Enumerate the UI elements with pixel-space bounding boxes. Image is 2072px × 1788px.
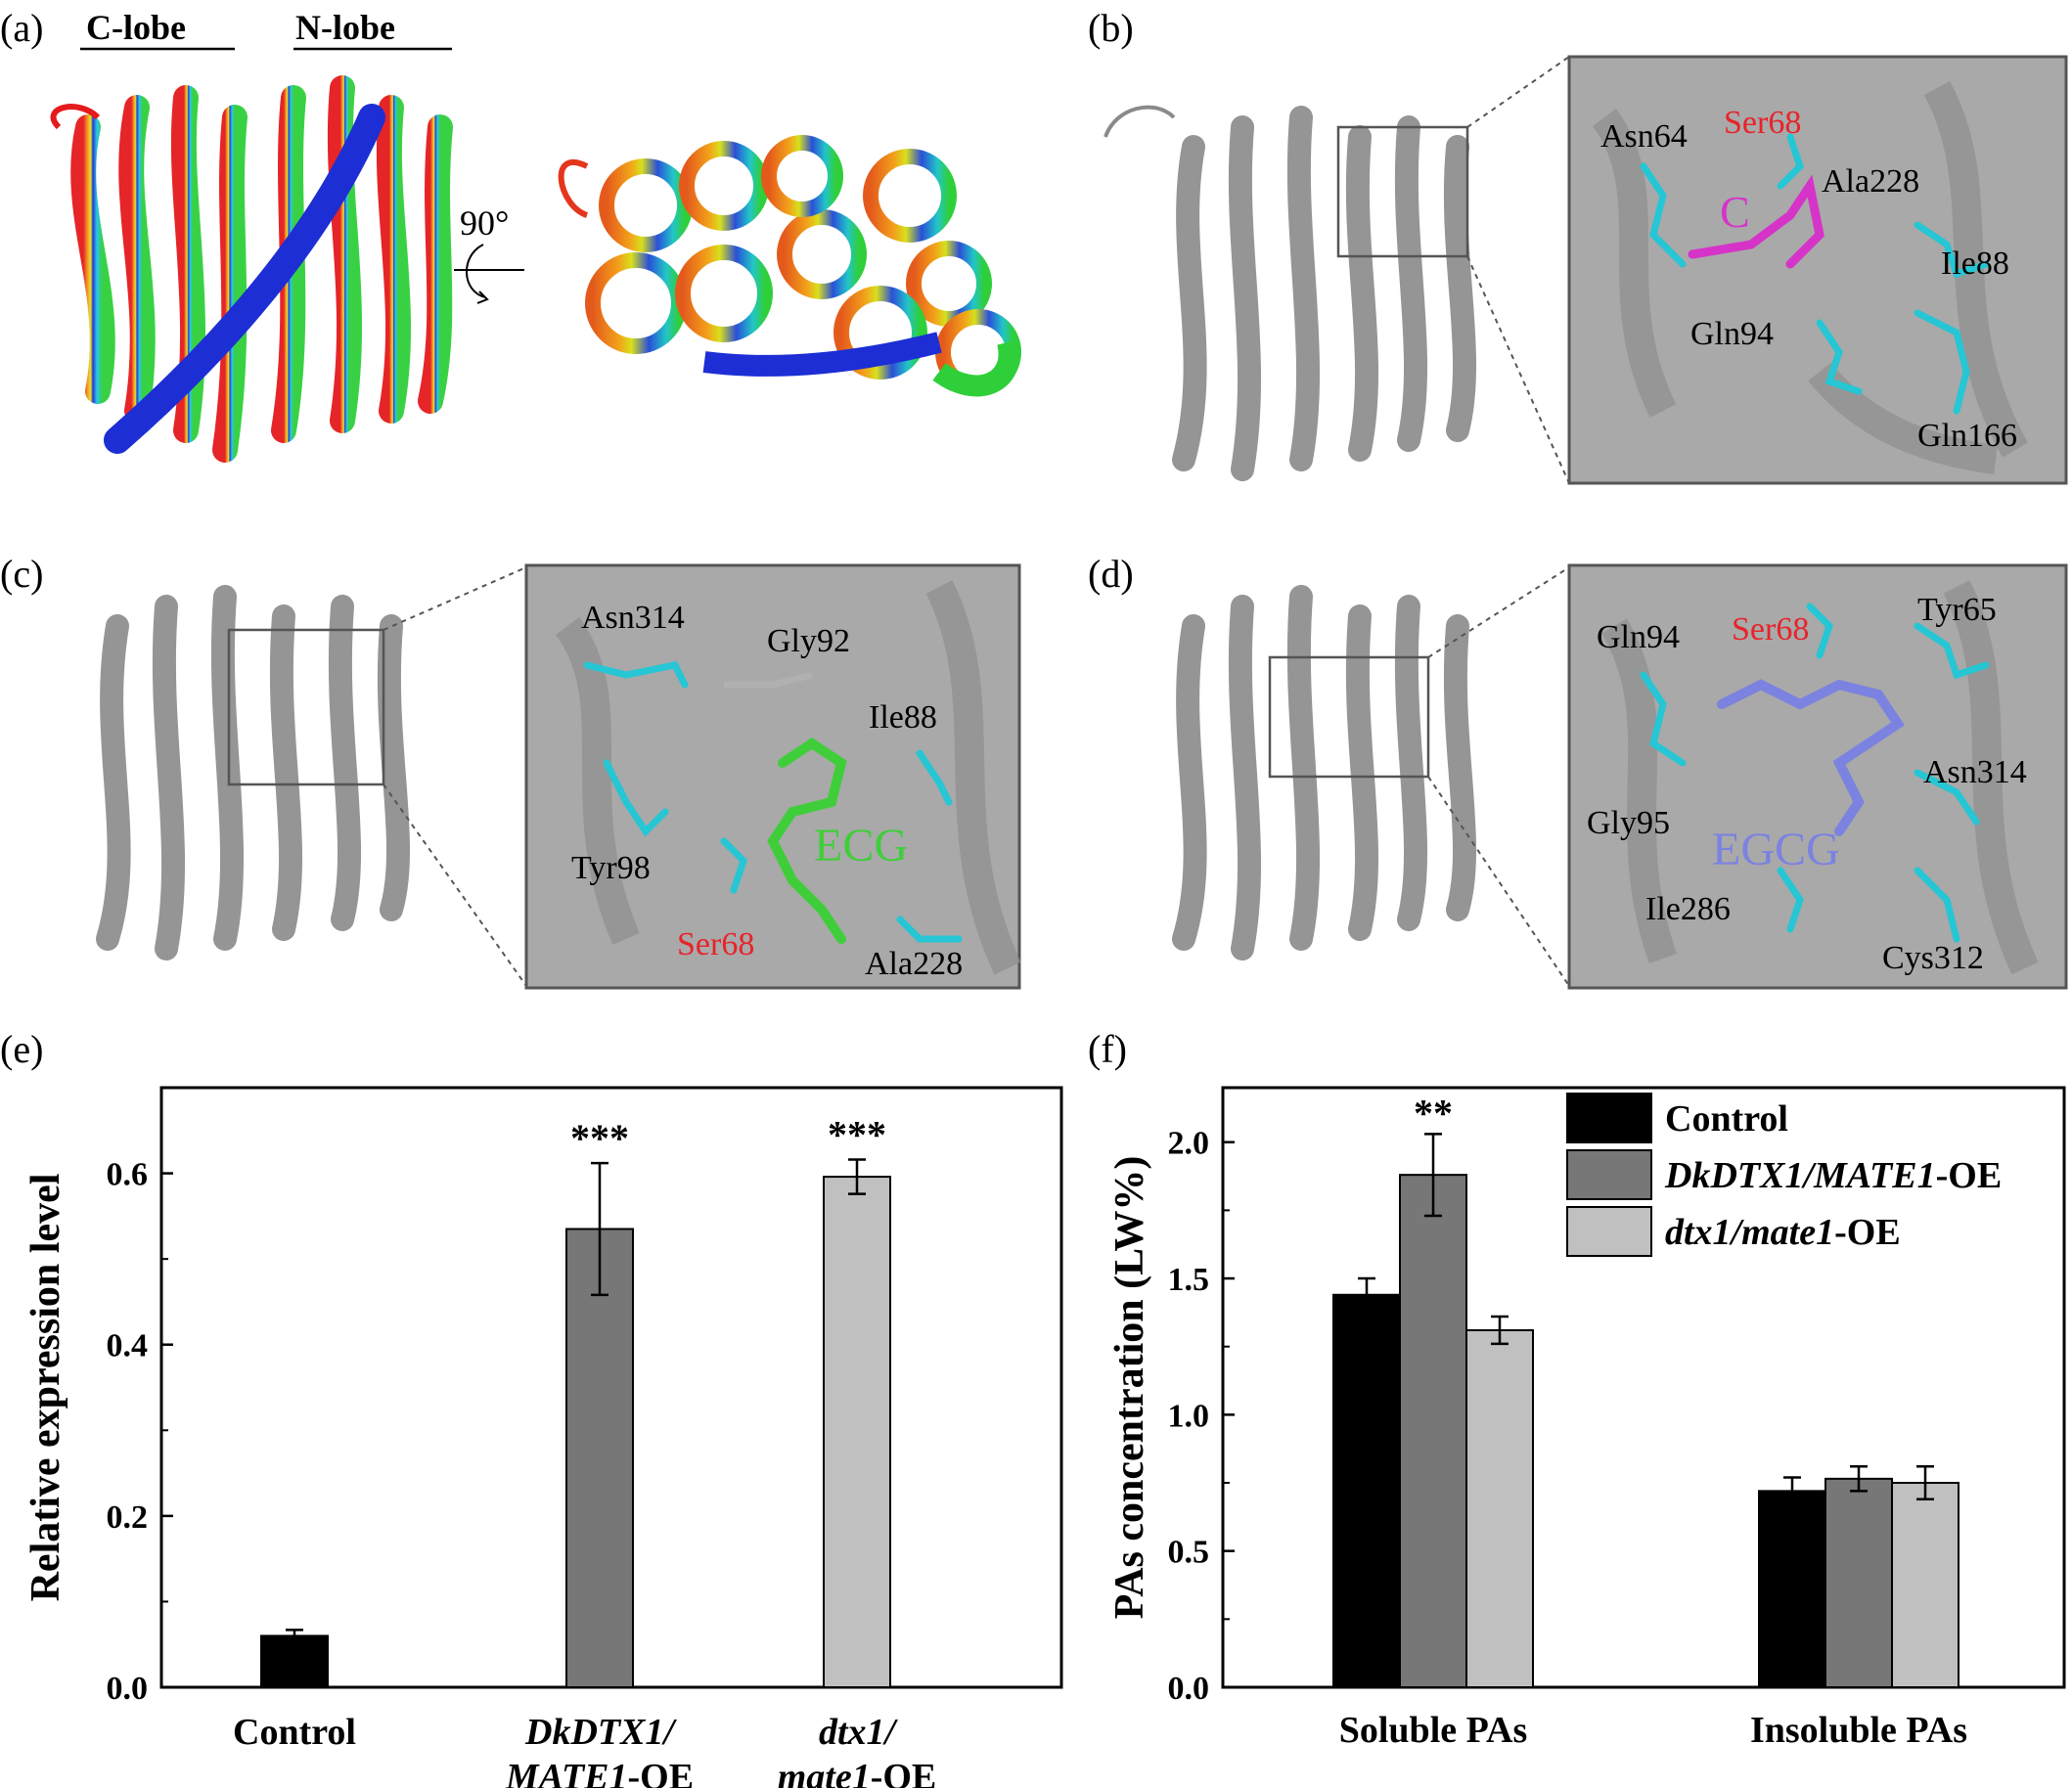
residue-b-4: Gln94: [1690, 316, 1774, 352]
bar-f-1-1: [1824, 1477, 1893, 1688]
panel-b: (b) Ser68 Asn64 C Ala228: [1088, 6, 2068, 485]
panel-a: (a) C-lobe N-lobe 90°: [0, 6, 1021, 463]
chart-e: 0.0 0.2 0.4 0.6 Relative expression level Con…: [23, 1086, 1063, 1788]
ligand-egcg: [1717, 679, 1905, 836]
xlabel-e-2-gene: mate1: [778, 1757, 871, 1788]
xlabel-f-0: Soluble PAs: [1339, 1710, 1528, 1751]
residue-d-4: Gly95: [1587, 805, 1670, 841]
panel-d: (d) Gln94 Ser68 Tyr65 Asn314: [1088, 552, 2068, 990]
legend-label-0: Control: [1665, 1098, 1788, 1140]
panel-e: (e) 0.0 0.2 0.4 0.6 Relative expression leve…: [0, 1027, 1063, 1788]
residue-d-0: Gln94: [1597, 619, 1680, 655]
residue-b-2: Ala228: [1822, 163, 1919, 200]
ytick-label-e-3: 0.6: [107, 1157, 149, 1193]
zoom-box-c: [227, 628, 385, 786]
bar-f-1-0: [1758, 1490, 1826, 1689]
legend-name-2: dtx1/mate1: [1665, 1212, 1834, 1253]
residue-c-0: Asn314: [581, 600, 685, 636]
residue-b-3: Ile88: [1941, 246, 2009, 282]
zoom-box-d: [1268, 655, 1430, 779]
c-lobe-label: C-lobe: [86, 8, 186, 47]
legend-label-2: dtx1/mate1-OE: [1665, 1212, 1901, 1253]
legend-label-1: DkDTX1/MATE1-OE: [1664, 1155, 2002, 1196]
xlabel-e-1-line1: DkDTX1/: [524, 1712, 677, 1753]
bar-f-0-1: [1399, 1174, 1467, 1689]
bar-e-1: [565, 1228, 634, 1688]
bar-f-0-2: [1465, 1328, 1534, 1688]
panel-label-d: (d): [1088, 552, 1134, 596]
residue-c-3: Tyr98: [571, 850, 651, 886]
n-lobe-label: N-lobe: [295, 8, 395, 47]
rotation-label: 90°: [460, 203, 509, 243]
ytick-label-f-4: 2.0: [1168, 1126, 1210, 1162]
protein-overview-b: [1172, 106, 1477, 481]
xlabel-f-1: Insoluble PAs: [1750, 1710, 1967, 1751]
ligand-label-c: ECG: [814, 820, 908, 872]
panel-f: (f) 0.0 0.5 1.0 1.5 2.0 PAs concentration (LW…: [1088, 1027, 2066, 1751]
residue-d-6: Cys312: [1882, 940, 1984, 976]
panel-label-c: (c): [0, 552, 43, 596]
residue-b-1: Asn64: [1600, 118, 1688, 155]
panel-c: (c) Asn314 Gly92 Ile88 Tyr98: [0, 552, 1021, 990]
ligand-ecg: [767, 737, 847, 944]
protein-top-view: [558, 135, 1021, 397]
bar-f-1-2: [1891, 1482, 1959, 1688]
chart-f: 0.0 0.5 1.0 1.5 2.0 PAs concentration (LW%) **…: [1107, 1086, 2066, 1751]
legend-swatch-1: [1566, 1149, 1652, 1200]
panel-label-b: (b): [1088, 6, 1134, 50]
ytick-label-f-0: 0.0: [1168, 1671, 1210, 1707]
ytick-label-f-3: 1.5: [1168, 1262, 1210, 1298]
legend-name-1: DkDTX1/MATE1: [1664, 1155, 1936, 1196]
panel-label-f: (f): [1088, 1027, 1127, 1071]
protein-overview-d: [1172, 585, 1477, 961]
legend-swatch-0: [1566, 1093, 1652, 1143]
residue-b-0: Ser68: [1724, 105, 1801, 141]
xlabel-e-1-gene: MATE1: [505, 1757, 628, 1788]
residue-d-2: Tyr65: [1917, 592, 1997, 628]
xlabel-e-1-suffix: -OE: [628, 1757, 695, 1788]
ytick-label-f-2: 1.0: [1168, 1398, 1210, 1434]
xlabel-e-2-line1: dtx1/: [819, 1712, 899, 1753]
ylabel-f: PAs concentration (LW%): [1107, 1156, 1152, 1620]
xlabel-e-0-line1: Control: [233, 1712, 356, 1753]
panel-label-e: (e): [0, 1027, 43, 1071]
residue-c-4: Ser68: [677, 926, 754, 962]
panel-label-a: (a): [0, 6, 43, 50]
ytick-label-f-1: 0.5: [1168, 1535, 1210, 1571]
protein-overview-c: [96, 585, 411, 961]
protein-side-view: [50, 75, 453, 463]
legend-suffix-2: -OE: [1834, 1212, 1901, 1253]
residue-c-2: Ile88: [869, 699, 937, 736]
plot-frame-f: [1221, 1086, 2066, 1689]
residue-d-1: Ser68: [1732, 611, 1809, 648]
ytick-label-e-1: 0.2: [107, 1499, 149, 1536]
ylabel-e: Relative expression level: [23, 1174, 68, 1602]
legend-suffix-1: -OE: [1936, 1155, 2003, 1196]
bar-e-0: [260, 1634, 329, 1689]
residue-d-5: Ile286: [1645, 891, 1731, 927]
bar-f-0-0: [1332, 1293, 1401, 1689]
significance-e-2: ***: [828, 1113, 886, 1157]
bar-e-2: [823, 1176, 891, 1689]
xlabel-e-2-suffix: -OE: [871, 1757, 937, 1788]
xlabel-e-2-line2: mate1-OE: [778, 1757, 937, 1788]
significance-e-1: ***: [570, 1116, 629, 1160]
rotation-arrow-icon: [466, 244, 486, 298]
ligand-label-d: EGCG: [1712, 824, 1840, 875]
residue-c-1: Gly92: [767, 623, 850, 659]
significance-f-0-1: **: [1414, 1091, 1453, 1135]
zoom-box-b: [1336, 125, 1469, 258]
xlabel-e-1-line2: MATE1-OE: [505, 1757, 694, 1788]
residue-c-5: Ala228: [865, 946, 963, 982]
residue-b-5: Gln166: [1917, 418, 2017, 454]
legend-name-0: Control: [1665, 1098, 1788, 1140]
legend-swatch-2: [1566, 1206, 1652, 1257]
ligand-c: [1688, 174, 1824, 269]
ytick-label-e-2: 0.4: [107, 1328, 149, 1364]
ytick-label-e-0: 0.0: [107, 1671, 149, 1707]
residue-d-3: Asn314: [1923, 754, 2027, 790]
ligand-label-b: C: [1720, 187, 1750, 237]
